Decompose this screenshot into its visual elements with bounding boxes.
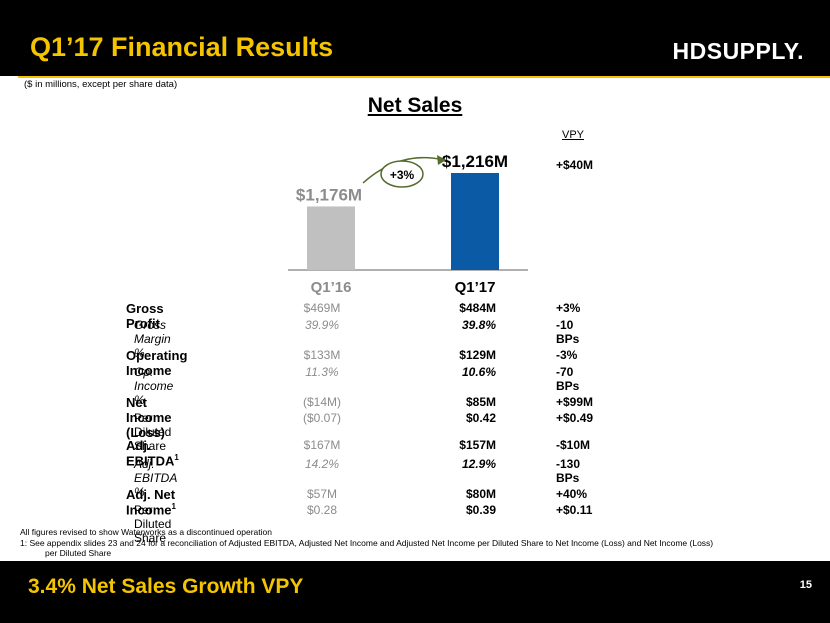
metric-value-q116: ($0.07): [302, 411, 342, 425]
metric-value-q116: 39.9%: [304, 318, 340, 332]
bar-value-label-q117: $1,216M: [442, 152, 508, 171]
metric-value-q117: $80M: [465, 487, 496, 501]
metric-label: Gross Margin %: [134, 318, 171, 360]
growth-badge: [380, 160, 424, 188]
metric-value-vpy: -70 BPs: [556, 365, 580, 393]
metric-value-vpy: -$10M: [556, 438, 591, 452]
metric-value-vpy: +$0.11: [556, 503, 593, 517]
metric-value-q117: $157M: [459, 438, 496, 452]
vpy-column-header: VPY: [562, 129, 585, 141]
footer-headline: 3.4% Net Sales Growth VPY: [28, 575, 304, 598]
header-divider: [18, 76, 830, 78]
bar-q117: [451, 173, 499, 270]
net-sales-chart: $1,176M $1,216M Q1’16 Q1’17 +3% +$40M: [288, 152, 593, 296]
section-title: Net Sales: [367, 94, 463, 117]
footnote-marker: 1: [174, 453, 179, 462]
metric-value-q117: $85M: [465, 395, 496, 409]
net-sales-vpy: +$40M: [556, 158, 593, 172]
growth-arrowhead: [437, 155, 446, 165]
metric-label: Adj. Net Income1: [126, 487, 176, 518]
metric-value-q117: 10.6%: [461, 365, 496, 379]
metric-value-q117: $0.42: [465, 411, 496, 425]
category-label-q117: Q1’17: [455, 279, 496, 296]
header-bar: Q1’17 Financial Results HDSUPPLY.: [0, 0, 830, 76]
metric-value-q117: $0.39: [465, 503, 496, 517]
page-title: Q1’17 Financial Results: [30, 32, 334, 62]
footnote-marker: 1: [171, 502, 176, 511]
metric-label: Per Diluted Share: [134, 503, 172, 545]
metric-value-q117: 39.8%: [461, 318, 496, 332]
metric-value-vpy: -3%: [556, 348, 578, 362]
bar-value-label-q116: $1,176M: [296, 185, 362, 204]
growth-label: +3%: [390, 168, 415, 182]
metric-value-vpy: +3%: [556, 301, 581, 315]
hd-supply-logo: HDSUPPLY.: [672, 38, 804, 64]
note-line-1: All figures revised to show Waterworks a…: [20, 527, 272, 537]
metric-value-q117: $129M: [459, 348, 496, 362]
metric-value-q116: 11.3%: [305, 365, 339, 379]
page-number: 15: [799, 579, 812, 591]
footer-bar: 3.4% Net Sales Growth VPY 15: [0, 561, 830, 623]
metric-value-q116: $0.28: [306, 503, 338, 517]
metric-value-q116: $57M: [306, 487, 338, 501]
metric-value-vpy: +$0.49: [556, 411, 594, 425]
units-note: ($ in millions, except per share data): [24, 79, 178, 90]
metric-label: Adj. EBITDA1: [126, 438, 179, 469]
metric-label: Op. Income %: [134, 365, 174, 407]
metric-value-vpy: +40%: [556, 487, 588, 501]
note-line-2: 1: See appendix slides 23 and 24 for a r…: [20, 538, 714, 548]
metric-label: Adj. EBITDA %: [134, 457, 177, 499]
metric-label: Net Income (Loss): [126, 395, 172, 440]
metric-value-vpy: -10 BPs: [556, 318, 580, 346]
metric-value-q116: $167M: [303, 438, 341, 452]
metric-value-vpy: -130 BPs: [556, 457, 581, 485]
metric-value-vpy: +$99M: [556, 395, 594, 409]
metric-value-q117: $484M: [459, 301, 496, 315]
metric-value-q116: 14.2%: [304, 457, 340, 471]
category-label-q116: Q1’16: [311, 279, 352, 296]
metric-value-q117: 12.9%: [461, 457, 496, 471]
note-line-3: per Diluted Share: [45, 548, 112, 558]
metric-label: Gross Profit: [126, 301, 164, 331]
metric-label: Operating Income: [126, 348, 188, 378]
bar-q116: [307, 206, 355, 270]
metric-value-q116: $133M: [303, 348, 341, 362]
metric-label: Per Diluted Share: [134, 411, 172, 453]
metric-value-q116: $469M: [303, 301, 341, 315]
metric-value-q116: ($14M): [302, 395, 341, 409]
